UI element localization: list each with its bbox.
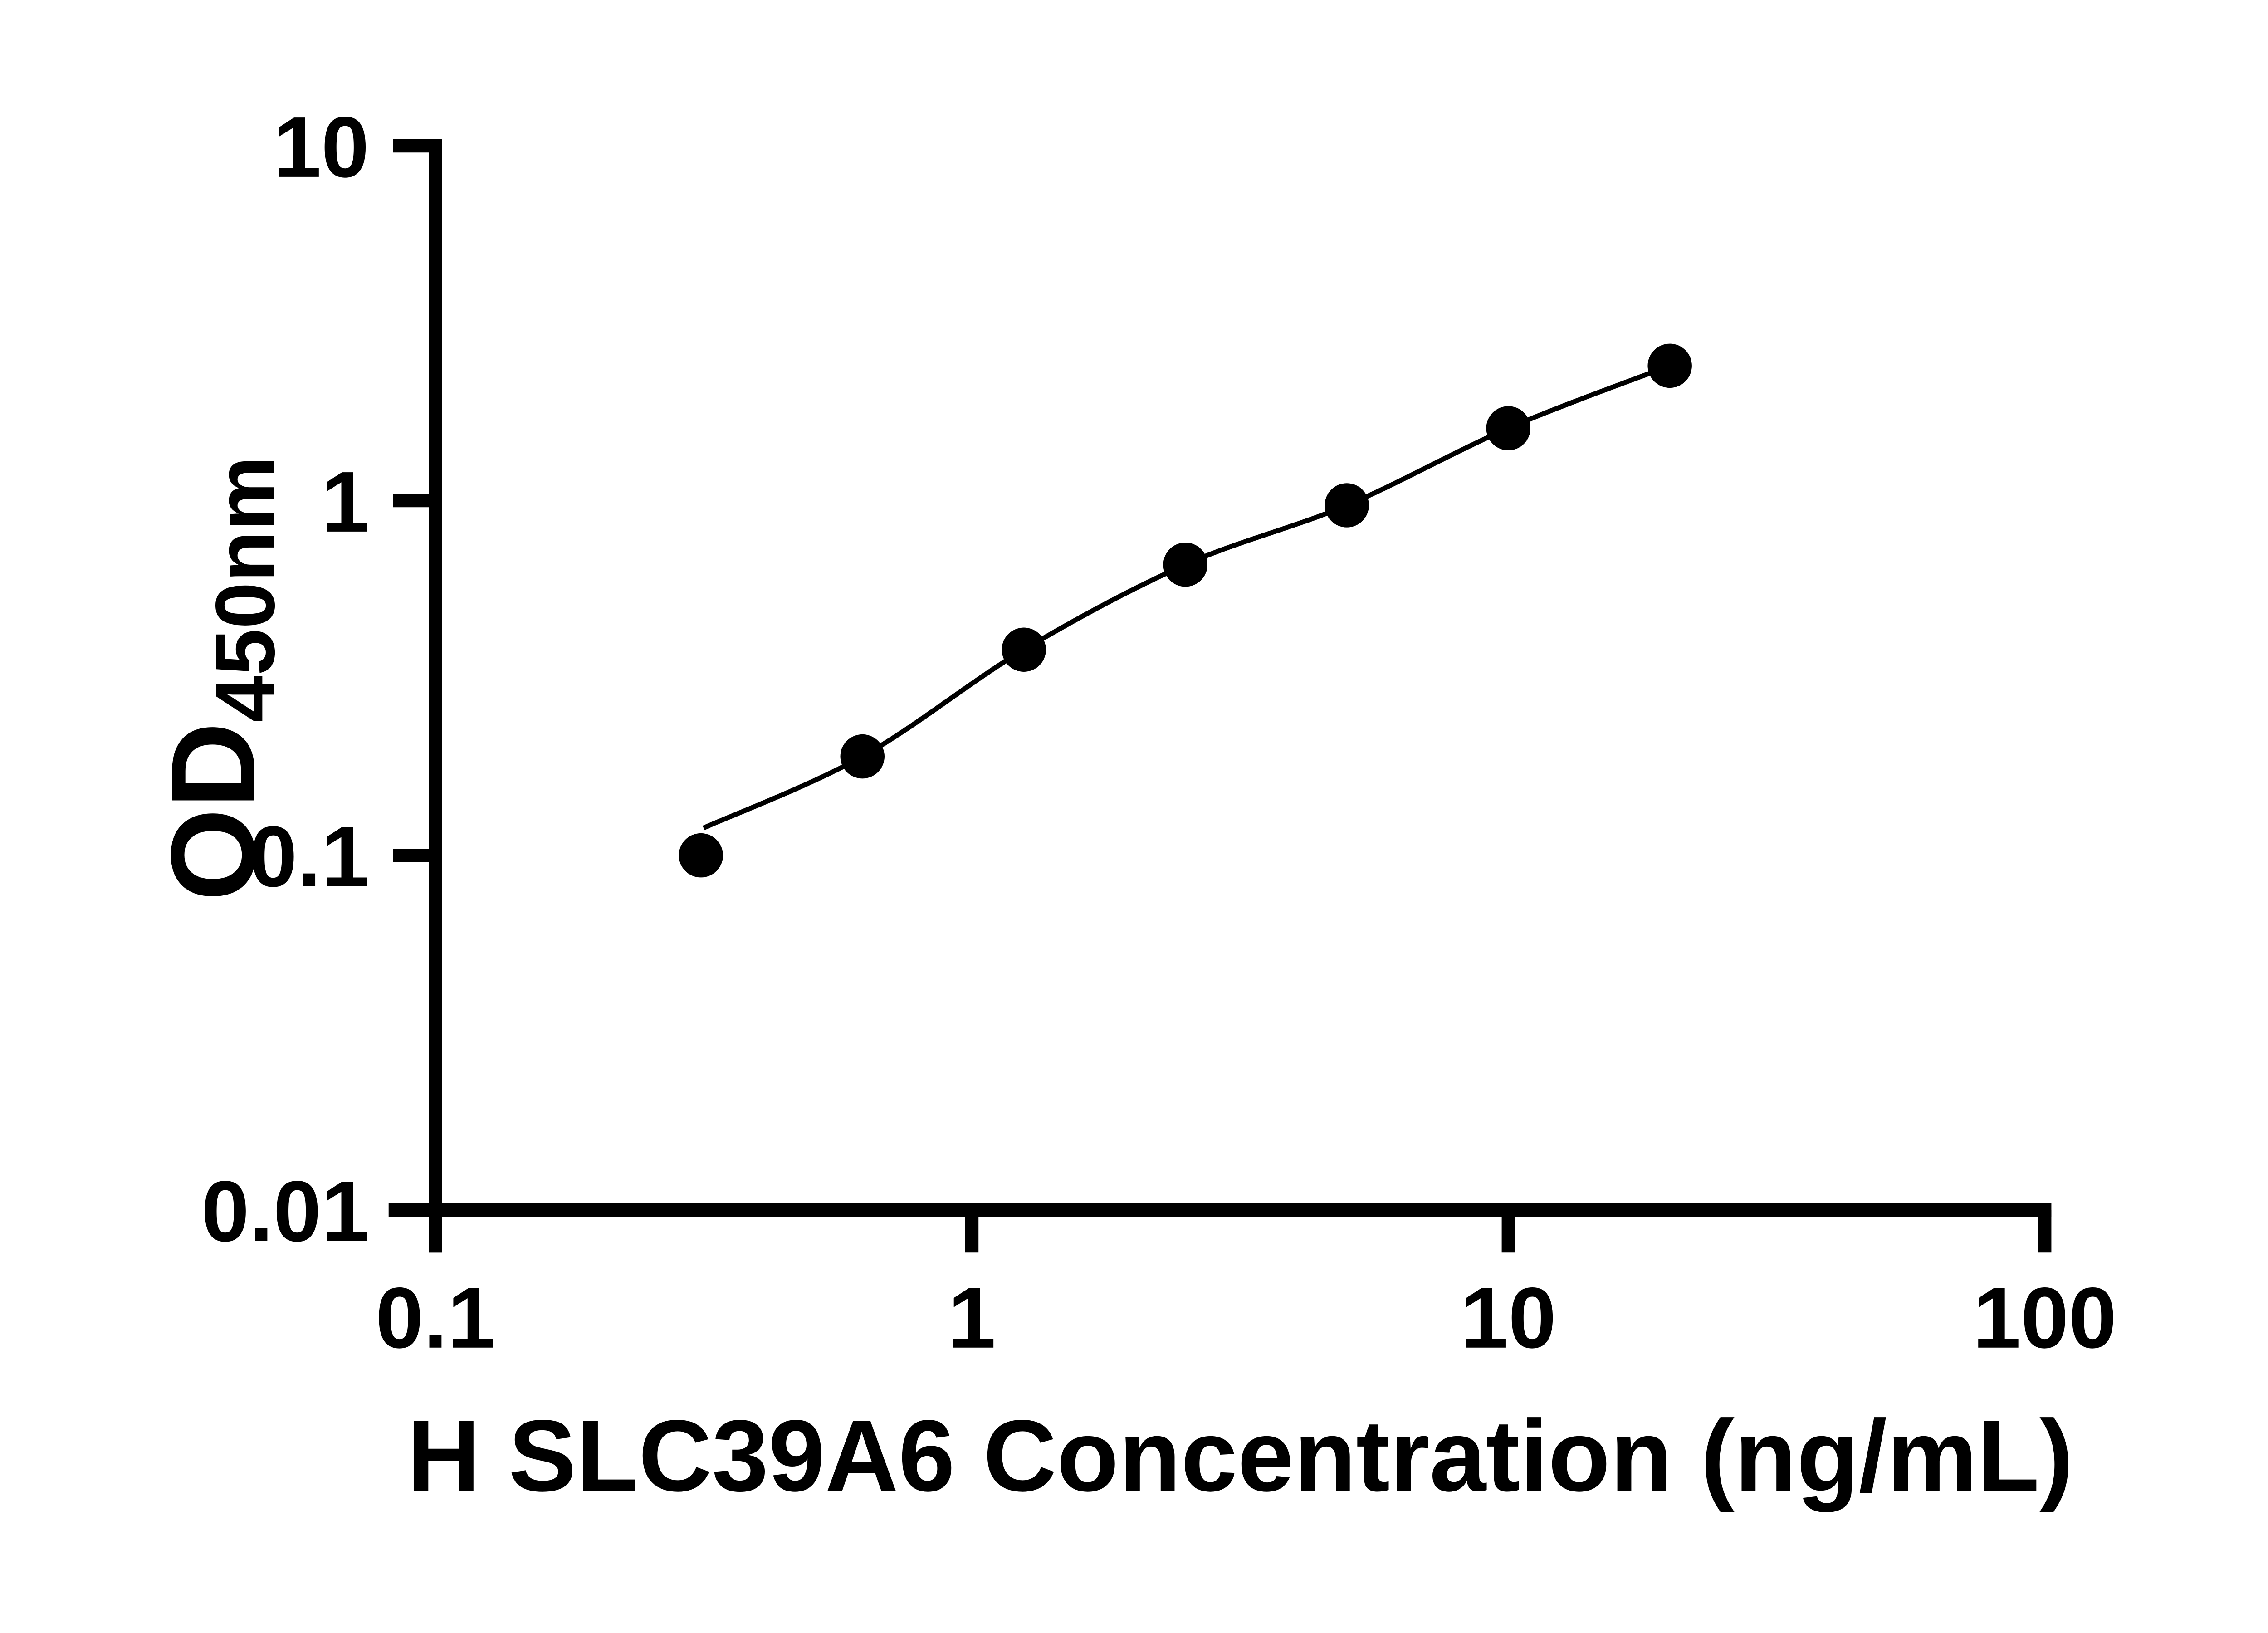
data-point-marker	[1163, 543, 1207, 587]
y-axis-title: OD450nm	[146, 456, 292, 901]
y-tick-label: 0.01	[201, 1164, 369, 1260]
y-axis-title-subscript: 450nm	[198, 456, 292, 722]
x-tick-label: 10	[1461, 1270, 1556, 1366]
data-point-marker	[1486, 406, 1530, 450]
data-series	[679, 343, 1692, 878]
x-tick-label: 100	[1973, 1270, 2116, 1366]
elisa-standard-curve-figure: 0.1 1 10 100 10 1 0.1 0.01 H SLC39A6 Concentrat…	[146, 99, 2117, 1513]
y-axis-title-main: OD	[146, 722, 279, 901]
x-tick-label: 0.1	[376, 1270, 495, 1366]
x-axis-title: H SLC39A6 Concentration (ng/mL)	[407, 1399, 2073, 1513]
data-point-marker	[1002, 627, 1046, 672]
y-tick-label: 1	[321, 454, 369, 550]
y-tick-label: 0.1	[249, 809, 369, 905]
data-point-marker	[840, 734, 885, 779]
data-point-marker	[1325, 483, 1369, 528]
data-point-marker	[1647, 343, 1692, 388]
data-point-marker	[679, 833, 723, 878]
x-tick-label: 1	[948, 1270, 996, 1366]
y-tick-label: 10	[273, 99, 369, 196]
